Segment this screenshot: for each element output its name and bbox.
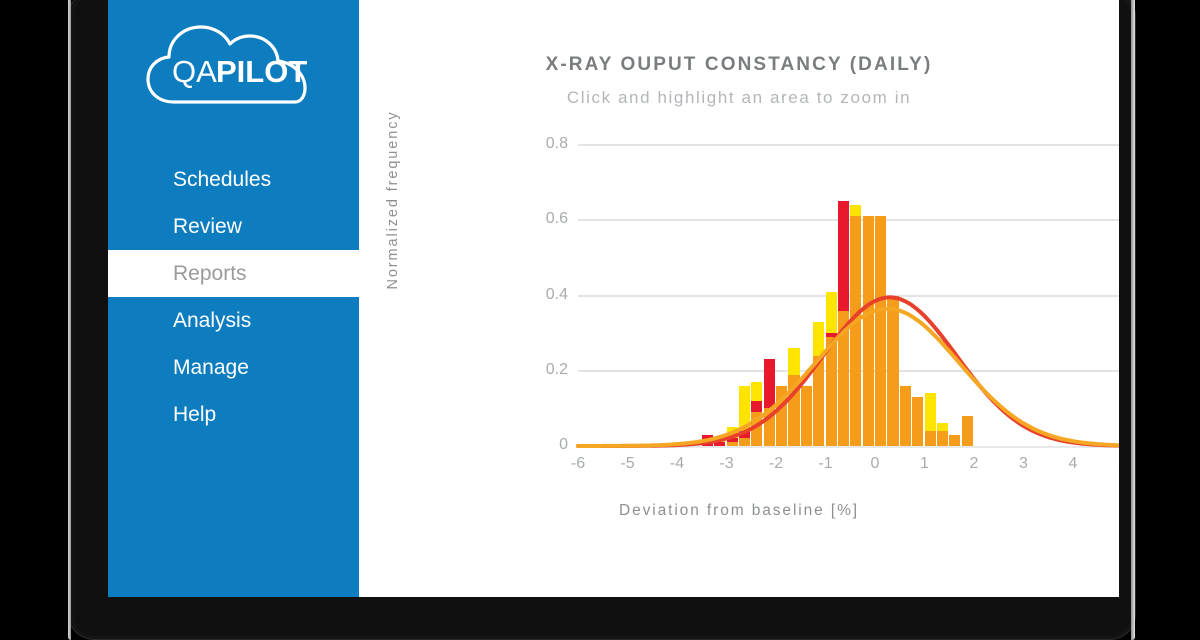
sidebar-item-label: Help	[173, 403, 217, 426]
chart-bar-red	[726, 438, 738, 446]
chart-x-tick-label: 5	[1103, 455, 1119, 473]
chart-x-tick-label: -1	[818, 455, 833, 472]
chart-bar-red	[714, 442, 726, 446]
chart-x-tick-label: -2	[768, 455, 784, 472]
chart-bar-orange	[751, 412, 763, 446]
chart-plot-area[interactable]: 00.20.40.60.8-6-5-4-3-2-10123456	[359, 0, 1119, 597]
chart-subtitle-hint: Click and highlight an area to zoom in	[566, 88, 912, 107]
chart-bar-yellow	[714, 438, 726, 446]
chart-fit-curve-layer	[576, 295, 1119, 448]
tablet-edge-highlight-left	[68, 0, 71, 640]
chart-bar-orange	[949, 434, 961, 446]
chart-fit-curve-curve_orange	[576, 306, 1119, 448]
chart-bar-orange	[887, 295, 899, 446]
chart-bar-orange	[936, 430, 949, 446]
chart-y-tick-label: 0.6	[545, 210, 568, 228]
chart-bar-orange	[961, 415, 973, 446]
chart-x-tick-label: -4	[669, 455, 685, 472]
tablet-edge-highlight-right	[1131, 0, 1135, 640]
chart-bar-yellow	[924, 393, 936, 446]
tablet-screen: QA PILOT Schedules Review Reports Analys…	[108, 0, 1119, 597]
chart-gridline	[578, 144, 1119, 146]
chart-x-tick-label: -3	[719, 455, 734, 472]
chart-x-tick-label: 0	[870, 455, 880, 472]
chart-bar-orange	[924, 430, 936, 446]
chart-bar-yellow	[738, 385, 751, 446]
sidebar-item-review[interactable]: Review	[108, 203, 359, 250]
logo-text-qa: QA	[172, 54, 217, 89]
sidebar-item-help[interactable]: Help	[108, 391, 359, 438]
chart-title: X-RAY OUPUT CONSTANCY (DAILY)	[545, 54, 933, 75]
logo-text-pilot: PILOT	[216, 54, 307, 89]
chart-bar-orange	[875, 216, 887, 446]
chart-bar-orange	[800, 385, 812, 446]
sidebar-item-label: Manage	[173, 356, 249, 379]
chart-bar-orange	[726, 442, 738, 446]
cloud-icon: QA PILOT	[146, 25, 307, 104]
chart-bar-orange	[862, 216, 874, 446]
chart-bar-orange	[738, 438, 751, 446]
sidebar-item-label: Reports	[173, 262, 247, 285]
chart-bar-orange	[899, 385, 911, 446]
chart-bar-orange	[912, 397, 924, 446]
sidebar-item-label: Analysis	[173, 309, 252, 332]
chart-bar-orange	[763, 408, 775, 446]
sidebar-item-schedules[interactable]: Schedules	[108, 156, 359, 203]
chart-panel: X-RAY OUPUT CONSTANCY (DAILY) Click and …	[359, 0, 1119, 597]
chart-fit-curve-curve_red	[576, 295, 1119, 448]
chart-y-tick-label: 0.4	[545, 285, 568, 303]
chart-x-tick-label: -5	[620, 455, 635, 472]
chart-bar-orange	[788, 374, 800, 446]
app-logo[interactable]: QA PILOT	[144, 18, 314, 118]
chart-y-tick-label: 0.8	[545, 135, 568, 152]
sidebar-item-label: Schedules	[173, 168, 272, 191]
chart-bar-orange	[837, 310, 850, 446]
chart-x-tick-label: 3	[1019, 455, 1028, 472]
chart-bar-red	[738, 430, 751, 446]
sidebar-item-label: Review	[173, 215, 242, 238]
chart-x-axis-label: Deviation from baseline [%]	[619, 502, 859, 519]
chart-y-tick-label: 0.2	[545, 360, 568, 378]
chart-bar-red	[763, 359, 775, 446]
sidebar-item-manage[interactable]: Manage	[108, 344, 359, 391]
chart-bar-orange	[776, 385, 788, 446]
chart-bar-orange	[813, 355, 825, 446]
sidebar-item-reports[interactable]: Reports	[108, 250, 359, 297]
chart-x-tick-label: -6	[570, 455, 586, 472]
chart-y-tick-label: 0	[559, 436, 568, 453]
chart-x-axis-line	[578, 446, 1119, 448]
chart-x-tick-label: 4	[1068, 455, 1078, 472]
chart-bar-orange	[825, 336, 837, 446]
chart-bar-orange	[850, 216, 862, 446]
sidebar-nav: Schedules Review Reports Analysis Manage…	[108, 156, 359, 438]
chart-x-tick-label: 2	[969, 455, 979, 472]
sidebar-item-analysis[interactable]: Analysis	[108, 297, 359, 344]
sidebar: QA PILOT Schedules Review Reports Analys…	[108, 0, 359, 597]
chart-x-tick-label: 1	[920, 455, 929, 472]
